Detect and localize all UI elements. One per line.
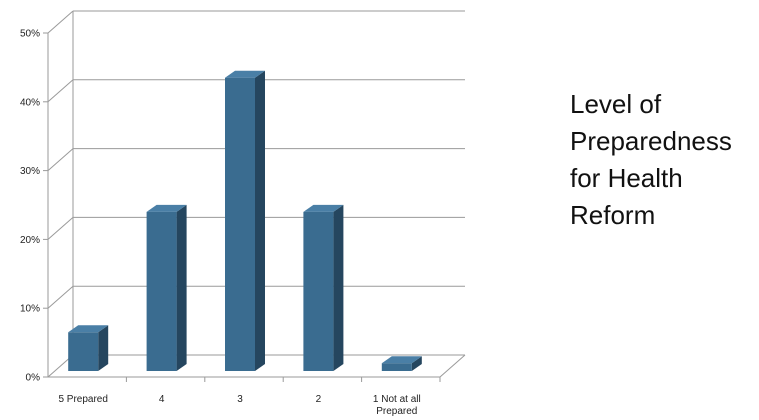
bar [381,356,422,371]
bar-chart: 0% 10% 20% 30% 40% 50% 5 Prepared 4 3 2 1 Not at … [20,10,466,417]
bar-front [225,77,255,371]
x-tick-label: 2 [316,394,322,405]
gridline-side [47,148,74,171]
bar [303,204,344,371]
bar [225,70,265,371]
grid [43,10,466,382]
gridline-side [47,10,74,34]
bar-side [98,325,109,371]
bar-front [146,211,177,371]
bar [146,204,187,371]
y-tick-label: 50% [20,29,40,40]
chart-svg: 0% 10% 20% 30% 40% 50% 5 Prepared 4 3 2 1 Not at … [20,10,466,417]
gridline-side [47,79,74,103]
y-tick-label: 10% [20,304,40,315]
bar-top [381,356,422,364]
bar-top [68,325,109,333]
bar [68,325,109,371]
y-tick-label: 30% [20,166,40,177]
bar-side [333,204,344,371]
bar-front [68,332,99,371]
bar-top [225,70,265,78]
chart-title: Level of Preparedness for Health Reform [570,89,732,230]
bar-front [381,363,412,371]
x-tick-label: 1 Not at all Prepared [373,394,421,417]
bar-side [255,70,265,371]
bar-top [146,204,187,212]
bars [68,70,422,371]
bar-front [303,211,334,371]
y-tick-label: 20% [20,235,40,246]
y-tick-label: 0% [26,373,41,384]
bar-top [303,204,344,212]
x-tick-label: 5 Prepared [58,394,107,405]
x-axis-labels: 5 Prepared 4 3 2 1 Not at all Prepared [58,394,420,417]
y-axis-ticks: 0% 10% 20% 30% 40% 50% [20,29,40,384]
x-tick-label: 3 [237,394,243,405]
y-tick-label: 40% [20,97,40,108]
gridline-side [47,217,74,240]
floor-right-edge [439,354,466,378]
bar-side [411,356,422,371]
gridline-side [47,285,74,309]
bar-side [176,204,187,371]
x-tick-label: 4 [159,394,165,405]
